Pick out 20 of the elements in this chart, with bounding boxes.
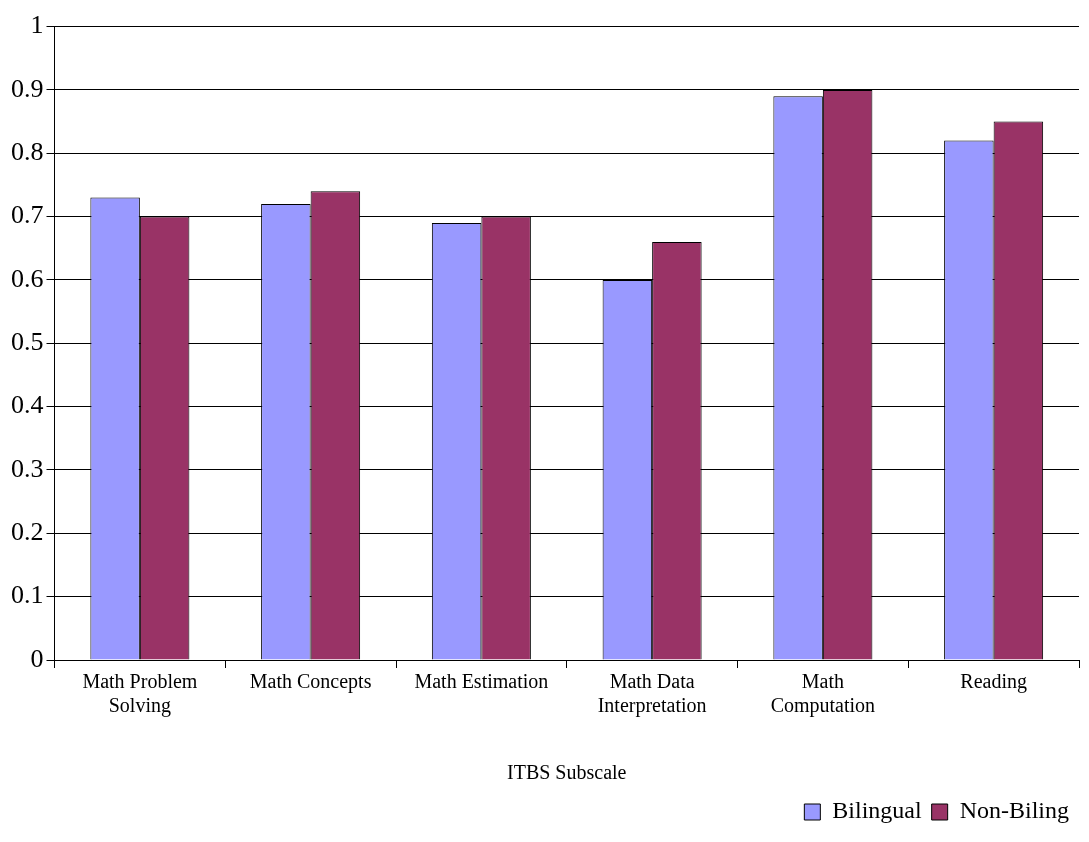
y-tick-label: 0 (30, 643, 44, 673)
y-tick-label: 0.3 (11, 453, 44, 483)
y-tick-label: 0.8 (11, 137, 44, 167)
y-tick-label: 0.7 (11, 200, 44, 230)
y-tick-label: 0.9 (11, 73, 44, 103)
y-tick-label: 0.4 (11, 390, 44, 420)
x-tick-label: Math Estimation (414, 670, 549, 693)
x-tick-label: Math Data Interpretation (597, 670, 707, 718)
y-tick-label: 0.6 (11, 263, 44, 293)
y-tick-label: 0.1 (11, 580, 44, 610)
x-tick-label: Math Computation (770, 670, 876, 718)
y-tick-label: 0.5 (11, 327, 44, 357)
x-tick-label: Math Problem Solving (82, 670, 198, 718)
x-tick-label: Reading (960, 670, 1027, 694)
y-tick-label: 0.2 (11, 517, 44, 547)
y-tick-label: 1 (30, 10, 44, 40)
x-axis-title: ITBS Subscale (507, 761, 627, 784)
legend-label: Bilingual (832, 797, 922, 824)
legend-label: Non-Biling (959, 797, 1070, 824)
x-tick-label: Math Concepts (249, 670, 372, 694)
